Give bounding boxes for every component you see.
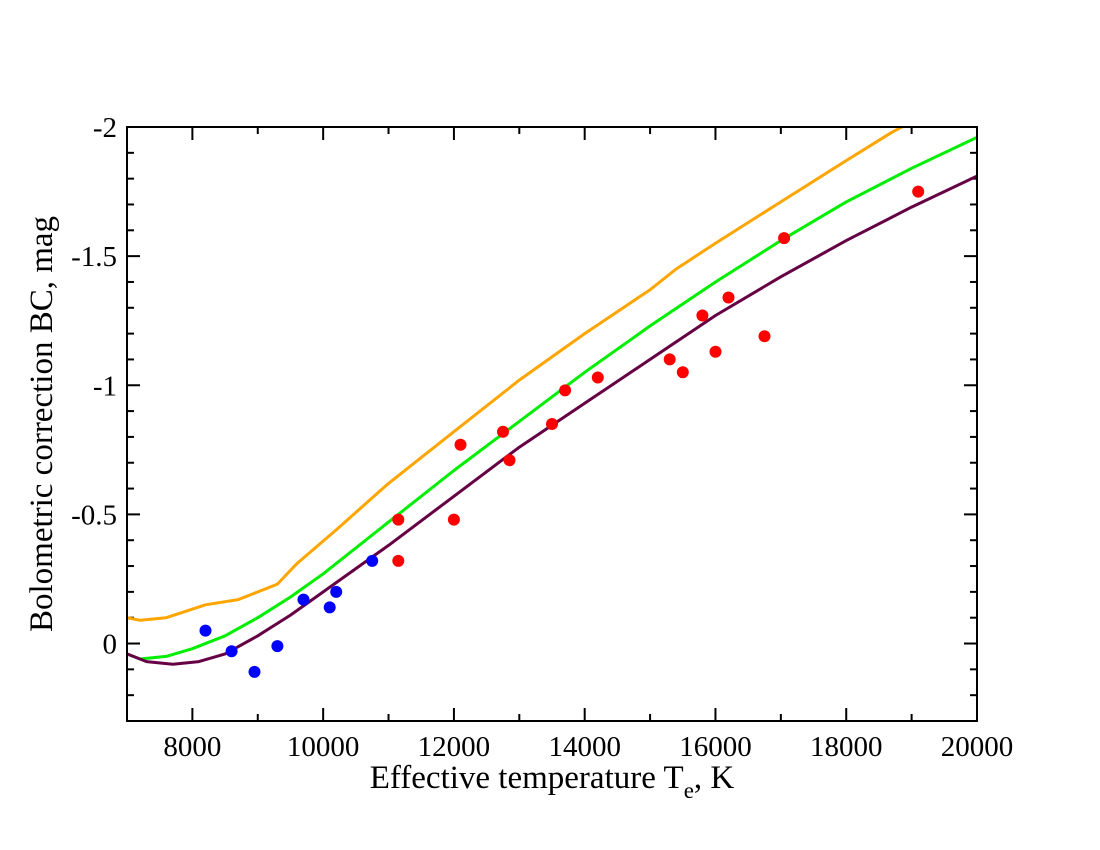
y-tick-label: 0 [103,629,118,661]
data-point [709,345,722,358]
y-tick-label: -1.5 [71,241,117,273]
data-point [676,366,689,379]
x-axis-title-subscript: e [684,778,694,803]
x-tick-label: 16000 [679,731,752,763]
tick-labels: 8000 10000 12000 14000 16000 18000 20000 -2 -1.5… [71,112,1013,763]
x-axis-title-suffix: , K [694,760,735,796]
x-tick-label: 12000 [418,731,491,763]
data-point [366,554,379,567]
data-point [503,454,516,467]
x-tick-label: 8000 [163,731,221,763]
tick-marks [126,126,978,722]
data-point [722,291,735,304]
plot-series [127,127,977,666]
data-point [546,418,558,430]
x-tick-label: 14000 [548,731,621,763]
x-tick-label: 18000 [810,731,883,763]
plot-frame [126,126,978,722]
x-tick-label: 20000 [941,731,1014,763]
y-axis-title: Bolometric correction BC, mag [24,216,60,632]
data-point [758,330,771,343]
data-point [696,309,709,322]
data-point [271,640,284,653]
data-point [248,665,261,678]
data-point [392,513,405,526]
x-axis-title-main: Effective temperature T [370,760,684,796]
data-point [392,554,405,567]
data-point [591,371,604,384]
series-line [127,127,906,622]
data-point [447,513,460,526]
data-point [912,185,925,198]
data-point [778,232,791,245]
data-point [330,585,343,598]
series-line [127,174,977,666]
x-tick-label: 10000 [287,731,360,763]
x-axis-title: Effective temperature Te, K [370,760,735,803]
data-point [454,438,467,451]
data-point [497,425,509,438]
series-line [127,135,977,661]
data-point [225,645,238,658]
data-point [297,593,310,606]
y-tick-label: -0.5 [71,499,117,531]
y-tick-label: -1 [93,370,117,402]
data-point [199,624,212,637]
data-point [559,384,572,397]
data-point [663,353,676,366]
y-tick-label: -2 [93,112,117,144]
data-point [323,601,336,614]
plot-points [199,185,925,678]
